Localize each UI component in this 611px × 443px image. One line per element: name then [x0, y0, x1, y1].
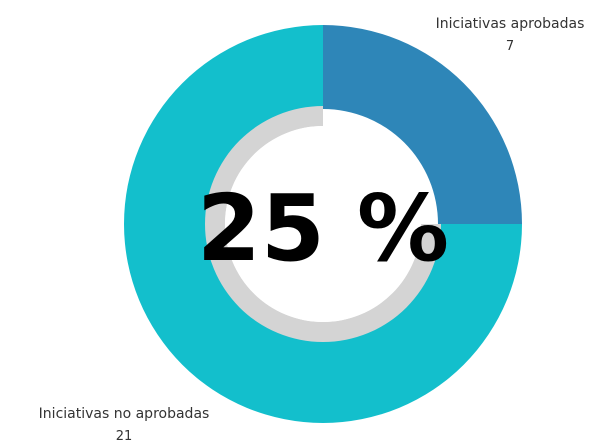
slice-label-no-aprobadas: Iniciativas no aprobadas	[39, 406, 210, 422]
slice-iniciativas-no-aprobadas	[124, 25, 522, 423]
slice-iniciativas-aprobadas	[323, 25, 522, 224]
center-disc	[225, 126, 421, 322]
slice-label-aprobadas: Iniciativas aprobadas	[436, 16, 585, 32]
center-percentage-label: 25 %	[197, 175, 449, 282]
inner-progress-ring	[205, 106, 441, 342]
slice-value-aprobadas: 7	[506, 39, 514, 54]
outer-ring	[124, 25, 522, 423]
slice-value-no-aprobadas: 21	[116, 429, 133, 443]
